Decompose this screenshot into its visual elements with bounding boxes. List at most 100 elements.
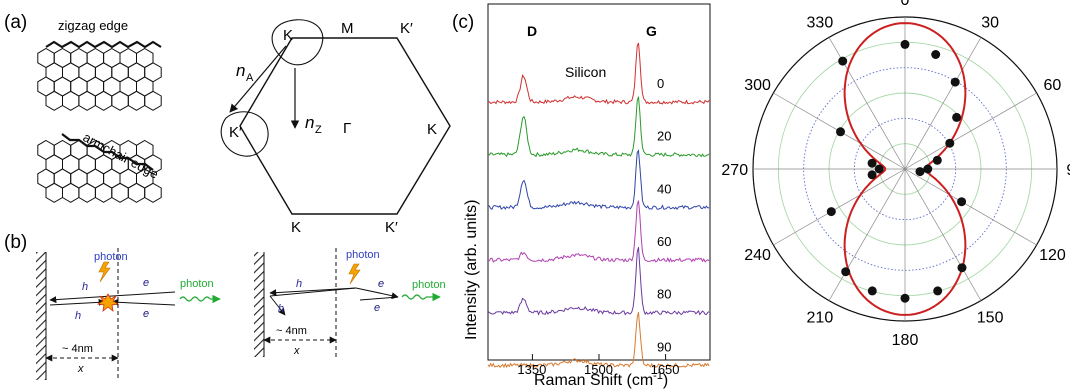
polar-data-point — [838, 56, 848, 66]
lattice-cell — [127, 182, 146, 203]
zigzag-lattice — [37, 40, 162, 111]
lattice-cell — [78, 90, 96, 111]
polar-spoke — [773, 168, 906, 246]
polar-chart: 0 30 60 90 120 150 180 210 240 270 300 330 — [721, 0, 1070, 349]
brillouin-zone: K M K′ K K′ Γ K K′ n A n Z — [220, 19, 451, 236]
polar-data-point — [826, 207, 836, 217]
svg-text:h: h — [296, 278, 302, 290]
polar-angle-label: 300 — [744, 77, 771, 94]
lightning-icon — [98, 261, 111, 283]
raman-xtick-label: 1650 — [651, 362, 680, 377]
svg-text:photon: photon — [346, 249, 380, 261]
peak-label-D: D — [527, 23, 537, 39]
polar-data-point — [945, 138, 955, 148]
lattice-cell — [45, 90, 63, 111]
nZ-subscript: Z — [315, 124, 322, 136]
polar-data-point — [931, 50, 941, 59]
series-label-0: 0 — [657, 76, 664, 91]
bz-hexagon — [239, 37, 451, 215]
polar-spoke — [904, 92, 1037, 170]
svg-text:e: e — [374, 302, 380, 314]
lattice-cell — [144, 182, 162, 203]
zigzag-edge-label: zigzag edge — [58, 18, 128, 33]
silicon-annotation: Silicon — [565, 64, 606, 80]
photon-wave-icon — [401, 294, 427, 300]
lattice-cell — [111, 182, 129, 203]
polar-spoke — [828, 37, 906, 170]
polar-spoke — [904, 168, 1037, 246]
recombination-spark-icon — [96, 293, 120, 312]
bz-gamma: Γ — [343, 120, 351, 137]
polar-data-point — [900, 39, 910, 49]
polar-data-point — [841, 267, 851, 277]
polar-data-point — [923, 164, 933, 174]
panel-b-label: (b) — [4, 232, 27, 253]
lattice-cell — [94, 90, 113, 111]
polar-data-point — [933, 286, 943, 296]
polar-data-point — [836, 127, 845, 137]
photon-in-label: photon — [94, 251, 128, 263]
photon-out-label: photon — [180, 278, 214, 290]
lattice-cell — [111, 90, 129, 111]
polar-data-point — [957, 263, 967, 273]
photon-wave-icon — [179, 296, 211, 302]
armchair-lattice — [37, 133, 162, 203]
bz-M: M — [341, 20, 354, 37]
raman-xtick-label: 1500 — [584, 362, 613, 377]
polar-data-point — [867, 158, 877, 168]
raman-xtick-label: 1350 — [517, 362, 546, 377]
polar-angle-label: 210 — [807, 309, 834, 326]
svg-text:h: h — [278, 303, 284, 315]
polar-angle-label: 120 — [1039, 247, 1066, 264]
raman-series-80 — [487, 247, 710, 316]
armchair-edge-line — [61, 133, 154, 171]
polar-spoke — [904, 37, 982, 170]
svg-text:x: x — [77, 363, 84, 375]
polar-angle-label: 180 — [892, 332, 919, 349]
polar-data-point — [874, 164, 884, 174]
polar-data-point — [950, 77, 960, 87]
svg-text:e: e — [378, 278, 384, 290]
lattice-cell — [144, 90, 162, 111]
svg-text:h: h — [82, 281, 88, 293]
scattering-schematic-right: photon photon h h e e ~ 4nm x — [254, 248, 446, 357]
bz-K-bottom: K — [291, 219, 301, 236]
polar-data-point — [900, 293, 910, 303]
series-label-60: 60 — [657, 234, 671, 249]
svg-text:e: e — [143, 277, 149, 289]
polar-spoke — [828, 168, 906, 301]
raman-xlabel: Raman Shift (cm-1) — [534, 370, 668, 389]
zigzag-edge-line — [45, 40, 162, 49]
lattice-cell — [62, 182, 80, 203]
svg-text:x: x — [293, 345, 300, 357]
lightning-icon — [348, 263, 361, 285]
k-valley-circle — [271, 19, 324, 66]
svg-text:photon: photon — [412, 279, 446, 291]
edge-wall-right — [254, 252, 264, 357]
polar-data-point — [952, 112, 962, 122]
panel-a-label: (a) — [4, 12, 27, 33]
lattice-cell — [94, 182, 113, 203]
raman-series-0 — [487, 42, 710, 105]
series-label-80: 80 — [657, 287, 671, 302]
raman-frame — [487, 3, 711, 361]
nA-subscript: A — [246, 72, 254, 84]
kprime-valley-circle — [220, 111, 269, 157]
polar-angle-label: 240 — [744, 247, 771, 264]
polar-angle-label: 30 — [981, 15, 999, 32]
raman-series-40 — [487, 149, 710, 210]
raman-series-20 — [487, 96, 710, 158]
svg-text:~ 4nm: ~ 4nm — [276, 325, 307, 337]
polar-data-point — [867, 286, 877, 296]
polar-data-point — [932, 155, 942, 165]
nA-label: n — [236, 61, 245, 80]
nA-arrow — [229, 45, 287, 113]
polar-spoke — [904, 168, 982, 301]
panel-c-label: (c) — [452, 12, 474, 33]
polar-data-point — [957, 197, 967, 207]
svg-text:e: e — [143, 308, 149, 320]
bz-K-top: K — [283, 27, 293, 44]
lattice-cell — [62, 90, 80, 111]
polar-angle-label: 330 — [807, 15, 834, 32]
